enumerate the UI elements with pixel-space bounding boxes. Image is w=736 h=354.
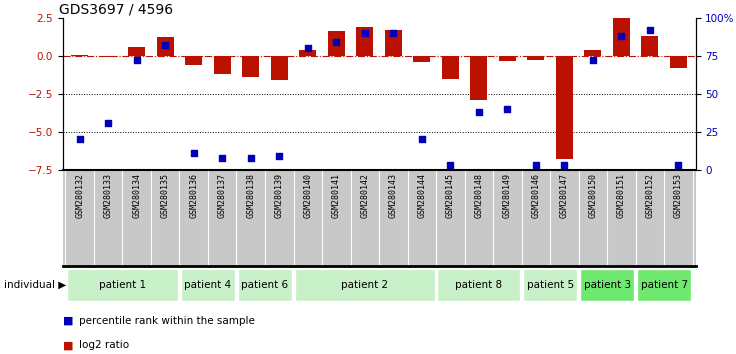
Bar: [67, 269, 178, 301]
Bar: [238, 269, 292, 301]
Text: patient 7: patient 7: [640, 280, 687, 290]
Point: [273, 153, 285, 159]
Bar: [242, 56, 259, 77]
Bar: [413, 56, 431, 62]
Bar: [356, 27, 373, 56]
Text: GSM280149: GSM280149: [503, 173, 512, 218]
Bar: [328, 32, 345, 56]
Point: [501, 106, 513, 112]
Point: [74, 137, 85, 142]
Bar: [213, 56, 231, 74]
Bar: [271, 56, 288, 80]
Text: patient 5: patient 5: [526, 280, 573, 290]
Text: individual ▶: individual ▶: [4, 280, 66, 290]
Bar: [580, 269, 634, 301]
Point: [387, 30, 399, 36]
Text: percentile rank within the sample: percentile rank within the sample: [79, 316, 255, 326]
Text: patient 4: patient 4: [185, 280, 232, 290]
Text: GSM280136: GSM280136: [189, 173, 198, 218]
Text: ■: ■: [63, 341, 73, 350]
Text: GSM280140: GSM280140: [303, 173, 312, 218]
Bar: [523, 269, 577, 301]
Text: GSM280134: GSM280134: [132, 173, 141, 218]
Bar: [181, 269, 235, 301]
Text: GSM280139: GSM280139: [275, 173, 284, 218]
Text: GSM280145: GSM280145: [446, 173, 455, 218]
Point: [559, 162, 570, 168]
Bar: [99, 56, 117, 57]
Bar: [157, 37, 174, 56]
Point: [131, 57, 143, 63]
Bar: [556, 56, 573, 159]
Bar: [295, 269, 435, 301]
Point: [530, 162, 542, 168]
Bar: [470, 56, 487, 100]
Point: [102, 120, 114, 126]
Text: GSM280151: GSM280151: [617, 173, 626, 218]
Point: [473, 109, 485, 115]
Bar: [613, 18, 630, 56]
Text: log2 ratio: log2 ratio: [79, 341, 129, 350]
Point: [359, 30, 371, 36]
Text: GSM280142: GSM280142: [361, 173, 369, 218]
Text: patient 2: patient 2: [342, 280, 389, 290]
Bar: [437, 269, 520, 301]
Bar: [637, 269, 691, 301]
Bar: [499, 56, 516, 61]
Text: patient 1: patient 1: [99, 280, 146, 290]
Text: GSM280133: GSM280133: [104, 173, 113, 218]
Text: GSM280137: GSM280137: [218, 173, 227, 218]
Text: GSM280147: GSM280147: [560, 173, 569, 218]
Text: GSM280144: GSM280144: [417, 173, 426, 218]
Point: [188, 150, 199, 156]
Bar: [527, 56, 545, 60]
Text: GSM280143: GSM280143: [389, 173, 397, 218]
Bar: [584, 50, 601, 56]
Bar: [385, 30, 402, 56]
Point: [302, 45, 314, 51]
Point: [416, 137, 428, 142]
Text: GDS3697 / 4596: GDS3697 / 4596: [60, 2, 174, 17]
Bar: [185, 56, 202, 65]
Text: patient 3: patient 3: [584, 280, 631, 290]
Text: GSM280153: GSM280153: [674, 173, 683, 218]
Text: GSM280141: GSM280141: [332, 173, 341, 218]
Text: GSM280148: GSM280148: [474, 173, 484, 218]
Bar: [442, 56, 459, 79]
Bar: [300, 50, 316, 56]
Point: [216, 155, 228, 161]
Bar: [128, 47, 145, 56]
Text: GSM280138: GSM280138: [247, 173, 255, 218]
Point: [587, 57, 599, 63]
Point: [159, 42, 171, 48]
Text: GSM280146: GSM280146: [531, 173, 540, 218]
Text: GSM280135: GSM280135: [160, 173, 170, 218]
Text: patient 8: patient 8: [456, 280, 503, 290]
Bar: [670, 56, 687, 68]
Text: GSM280132: GSM280132: [75, 173, 84, 218]
Point: [245, 155, 257, 161]
Point: [445, 162, 456, 168]
Text: GSM280150: GSM280150: [588, 173, 598, 218]
Bar: [71, 55, 88, 56]
Text: ■: ■: [63, 316, 73, 326]
Point: [330, 39, 342, 45]
Text: GSM280152: GSM280152: [645, 173, 654, 218]
Bar: [641, 36, 659, 56]
Point: [644, 27, 656, 33]
Point: [673, 162, 684, 168]
Point: [615, 33, 627, 39]
Text: patient 6: patient 6: [241, 280, 289, 290]
